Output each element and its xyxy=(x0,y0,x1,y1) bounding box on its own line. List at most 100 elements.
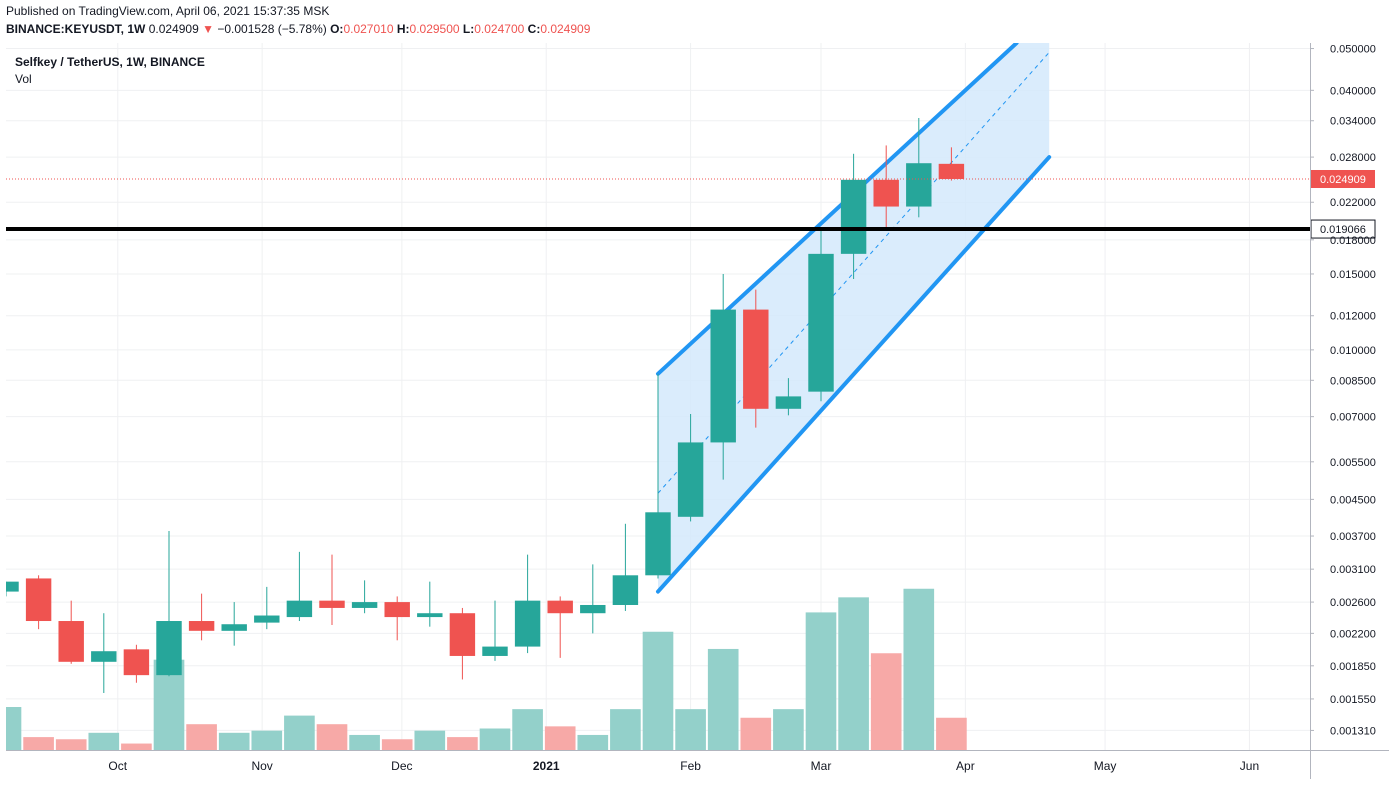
y-tick-label: 0.015000 xyxy=(1330,269,1376,281)
price-lines: 0.019066 0.024909 xyxy=(6,169,1376,239)
candle xyxy=(91,613,117,693)
candle xyxy=(123,644,150,683)
volume-bar xyxy=(121,743,152,750)
axes: 0.050000 0.040000 0.034000 0.028000 0.022000… xyxy=(6,43,1389,779)
candle xyxy=(514,554,541,654)
candle-body xyxy=(221,624,247,631)
y-tick-label: 0.002600 xyxy=(1330,597,1376,609)
candle-body xyxy=(677,442,704,517)
y-tick-label: 0.022000 xyxy=(1330,197,1376,209)
candle-body xyxy=(873,179,899,207)
volume-bar xyxy=(675,709,706,750)
candle xyxy=(351,580,378,614)
volume-bar xyxy=(186,724,217,750)
volume-bar xyxy=(512,709,543,750)
y-tick-label: 0.018000 xyxy=(1330,235,1376,247)
volume-bar xyxy=(903,588,935,750)
candle xyxy=(449,607,476,680)
volume-bar xyxy=(577,734,609,750)
last-price-label: 0.024909 xyxy=(1320,174,1366,186)
volume-bar xyxy=(414,730,446,750)
chart-legend: Selfkey / TetherUS, 1W, BINANCE Vol xyxy=(15,54,205,88)
candle xyxy=(808,230,834,402)
candle xyxy=(580,564,606,634)
candle xyxy=(286,551,313,622)
open-label: O: xyxy=(330,22,344,36)
x-tick-label: 2021 xyxy=(533,759,560,773)
candles xyxy=(6,118,965,693)
x-tick-label: Nov xyxy=(251,759,272,773)
low-value: 0.024700 xyxy=(474,22,525,36)
candle-body xyxy=(254,615,280,623)
x-tick-label: Oct xyxy=(108,759,127,773)
candle xyxy=(775,378,802,416)
candle xyxy=(156,531,182,677)
volume-bar xyxy=(707,648,739,750)
candle xyxy=(710,273,736,480)
y-tick-label: 0.010000 xyxy=(1330,345,1376,357)
candle-body xyxy=(580,604,606,614)
down-arrow-icon: ▼ xyxy=(202,22,214,36)
candle-body xyxy=(123,649,150,676)
candle xyxy=(482,600,508,661)
candle-body xyxy=(351,602,378,608)
x-tick-label: May xyxy=(1094,759,1117,773)
volume-bar xyxy=(218,732,250,750)
volume-bar xyxy=(381,739,413,750)
y-tick-label: 0.001550 xyxy=(1330,694,1376,706)
candle xyxy=(384,596,410,641)
volume-bar xyxy=(349,734,380,750)
volume-bar xyxy=(805,612,837,750)
volume-bar xyxy=(838,597,869,750)
symbol: BINANCE:KEYUSDT, 1W xyxy=(6,22,146,36)
volume-bar xyxy=(23,737,54,750)
volume-bar xyxy=(479,728,511,750)
volume-bar xyxy=(740,717,772,750)
candle xyxy=(938,147,965,181)
candle-body xyxy=(58,621,84,662)
candle xyxy=(677,413,704,522)
candle xyxy=(319,554,345,626)
candle-body xyxy=(449,613,476,656)
candle xyxy=(221,602,247,646)
y-tick-label: 0.012000 xyxy=(1330,311,1376,323)
volume-bar xyxy=(284,715,315,750)
price-chart[interactable]: 0.019066 0.024909 0.050000 0.040000 0.03400… xyxy=(6,43,1389,779)
volume-bar xyxy=(870,653,902,750)
volume-bar xyxy=(88,732,120,750)
volume-bar xyxy=(610,709,641,750)
candle-body xyxy=(188,621,215,631)
y-tick-label: 0.004500 xyxy=(1330,494,1376,506)
last-price: 0.024909 xyxy=(148,22,199,36)
candle-body xyxy=(645,512,671,576)
candle xyxy=(6,581,19,597)
candle-body xyxy=(906,163,932,207)
low-label: L: xyxy=(462,22,475,36)
x-tick-label: Apr xyxy=(956,759,975,773)
candle-body xyxy=(808,253,834,392)
volume-bar xyxy=(773,709,804,750)
candle xyxy=(25,575,52,630)
x-tick-label: Jun xyxy=(1240,759,1259,773)
volume-bar xyxy=(642,631,674,750)
volume-bar xyxy=(6,707,22,750)
open-value: 0.027010 xyxy=(343,22,394,36)
candle xyxy=(645,373,671,579)
published-line: Published on TradingView.com, April 06, … xyxy=(6,4,330,18)
y-tick-label: 0.050000 xyxy=(1330,44,1376,56)
candle xyxy=(612,523,639,611)
y-tick-label: 0.007000 xyxy=(1330,412,1376,424)
x-tick-label: Dec xyxy=(391,759,412,773)
candle-body xyxy=(840,179,867,254)
x-tick-label: Feb xyxy=(680,759,701,773)
x-tick-label: Mar xyxy=(811,759,832,773)
candle xyxy=(188,593,215,641)
y-tick-label: 0.005500 xyxy=(1330,457,1376,469)
y-tick-label: 0.008500 xyxy=(1330,375,1376,387)
candle xyxy=(58,600,84,664)
y-tick-label: 0.003700 xyxy=(1330,531,1376,543)
candle xyxy=(743,289,769,428)
chart-title: Selfkey / TetherUS, 1W, BINANCE xyxy=(15,55,205,69)
y-tick-label: 0.003100 xyxy=(1330,564,1376,576)
candle-body xyxy=(156,621,182,676)
